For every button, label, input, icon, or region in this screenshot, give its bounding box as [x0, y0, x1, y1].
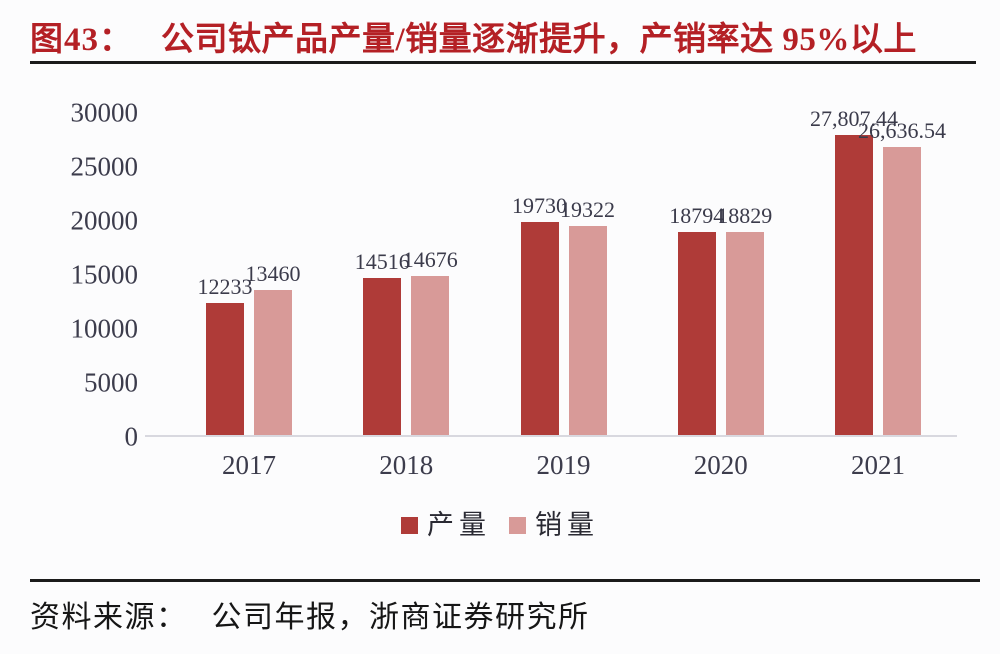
- production-bar: [677, 232, 716, 435]
- bar-value-label-production-2018: 14516: [354, 249, 410, 274]
- sales-bar: [411, 276, 450, 435]
- y-tick-label: 0: [124, 421, 139, 452]
- x-tick-label-2018: 2018: [379, 450, 434, 480]
- bar-production-2020: 18794: [669, 205, 724, 435]
- bar-sales-2019: 19322: [560, 199, 615, 435]
- y-tick-label: 25000: [70, 151, 139, 182]
- bar-value-label-sales-2021: 26,636.54: [858, 118, 946, 143]
- y-tick-label: 10000: [70, 313, 139, 344]
- bar-sales-2021: 26,636.54: [858, 120, 946, 435]
- bar-value-label-sales-2017: 13460: [245, 261, 301, 286]
- production-bar: [835, 135, 873, 435]
- x-tick-label-2019: 2019: [536, 450, 591, 480]
- bar-production-2017: 12233: [198, 276, 253, 435]
- figure-title: 图43： 公司钛产品产量/销量逐渐提升，产销率达 95%以上: [30, 12, 975, 60]
- figure-number: 图43：: [30, 22, 133, 58]
- bar-sales-2020: 18829: [717, 205, 772, 435]
- legend-swatch-production: [401, 517, 418, 534]
- legend-item-sales: 销量: [509, 512, 599, 539]
- bar-value-label-production-2020: 18794: [669, 203, 725, 228]
- source-text: 公司年报，浙商证券研究所: [211, 601, 590, 634]
- production-bar: [206, 303, 244, 435]
- bar-group-2017: 12233 13460: [198, 263, 301, 435]
- legend-item-production: 产量: [401, 512, 491, 539]
- bar-group-2021: 27,807.44 26,636.54: [810, 108, 946, 435]
- bar-value-label-production-2017: 12233: [197, 274, 253, 299]
- x-tick-label-2017: 2017: [222, 450, 276, 480]
- bar-value-label-sales-2018: 14676: [402, 247, 458, 272]
- bar-production-2021: 27,807.44: [810, 108, 898, 435]
- source-divider-line: [30, 579, 980, 582]
- title-divider-line: [30, 61, 976, 64]
- bar-value-label-production-2019: 19730: [512, 193, 567, 218]
- bar-production-2018: 14516: [355, 251, 410, 435]
- y-tick-label: 20000: [70, 205, 139, 236]
- bar-production-2019: 19730: [512, 195, 567, 435]
- sales-bar: [725, 232, 764, 435]
- sales-bar: [254, 290, 292, 435]
- legend-label-production: 产量: [427, 510, 491, 540]
- x-axis: 2017 2018 2019 2020 2021: [145, 452, 957, 486]
- y-tick-label: 30000: [70, 97, 139, 128]
- bar-group-2019: 19730 19322: [512, 195, 615, 435]
- plot-area: 12233 13460 14516 14676 19730 19322 18794 18829…: [145, 108, 957, 437]
- production-bar: [363, 278, 402, 435]
- y-tick-label: 15000: [70, 259, 139, 290]
- legend-swatch-sales: [509, 517, 526, 534]
- figure-title-text: 公司钛产品产量/销量逐渐提升，产销率达 95%以上: [161, 22, 917, 58]
- sales-bar: [883, 147, 921, 435]
- bar-group-2020: 18794 18829: [669, 205, 772, 435]
- sales-bar: [568, 226, 607, 435]
- y-tick-label: 5000: [84, 367, 138, 398]
- x-tick-label-2020: 2020: [693, 450, 748, 480]
- source-line: 资料来源： 公司年报，浙商证券研究所: [30, 592, 980, 636]
- bar-sales-2017: 13460: [246, 263, 301, 435]
- chart-legend: 产量 销量: [0, 512, 1000, 539]
- y-axis: 0 5000 10000 15000 20000 25000 30000: [0, 99, 139, 450]
- production-bar: [520, 222, 559, 435]
- source-label: 资料来源：: [30, 601, 188, 634]
- bar-value-label-sales-2019: 19322: [560, 197, 615, 222]
- bar-sales-2018: 14676: [403, 249, 458, 435]
- x-tick-label-2021: 2021: [851, 450, 905, 480]
- bar-group-2018: 14516 14676: [355, 249, 458, 435]
- bar-value-label-production-2021: 27,807.44: [810, 106, 898, 131]
- legend-label-sales: 销量: [535, 510, 599, 540]
- bar-value-label-sales-2020: 18829: [717, 203, 773, 228]
